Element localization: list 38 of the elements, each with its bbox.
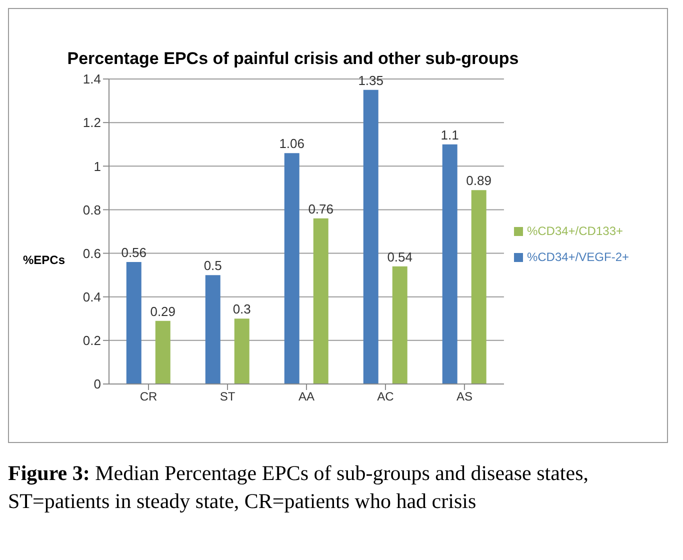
bar — [363, 90, 378, 384]
y-tick-label: 1.4 — [82, 72, 101, 87]
y-tick-label: 0 — [94, 376, 101, 392]
bar — [392, 266, 408, 384]
y-tick-label: 0.4 — [82, 289, 101, 304]
data-label: 0.5 — [204, 258, 222, 274]
data-label: 1.1 — [440, 127, 459, 142]
y-tick-label: 1 — [94, 158, 101, 174]
y-tick-label: 1.2 — [82, 115, 101, 130]
x-tick-label: AS — [456, 390, 472, 404]
legend-label: %CD34+/CD133+ — [526, 224, 624, 238]
data-label: 1.35 — [358, 72, 384, 88]
x-tick-label: ST — [220, 390, 236, 404]
data-label: 0.76 — [308, 201, 334, 216]
data-label: 1.06 — [279, 136, 305, 152]
x-tick-label: CR — [140, 390, 158, 404]
y-tick-label: 0.2 — [82, 333, 101, 348]
chart-title: Percentage EPCs of painful crisis and other sub-groups — [66, 49, 520, 69]
x-tick-label: AC — [377, 390, 394, 404]
data-label: 0.89 — [466, 173, 492, 188]
x-tick-label: AA — [298, 390, 314, 404]
caption: Figure 3: Median Percentage EPCs of sub-groups and disease states, ST=patients in steady state, CR=patients who had crisis — [8, 460, 590, 515]
data-label: 0.54 — [387, 249, 413, 264]
y-tick-label: 0.8 — [82, 202, 101, 218]
y-tick-label: 0.6 — [82, 246, 101, 261]
bar — [313, 218, 328, 384]
data-label: 0.56 — [121, 245, 147, 260]
data-label: 0.3 — [232, 302, 251, 317]
bar — [155, 320, 170, 384]
bar — [284, 153, 300, 384]
bar — [126, 262, 142, 384]
bar — [234, 318, 250, 384]
y-axis-title: %EPCs — [23, 253, 66, 267]
bar — [471, 190, 486, 384]
legend-label: %CD34+/VEGF-2+ — [526, 250, 629, 264]
data-label: 0.29 — [150, 304, 176, 319]
bar — [442, 144, 458, 384]
bar — [205, 275, 220, 384]
